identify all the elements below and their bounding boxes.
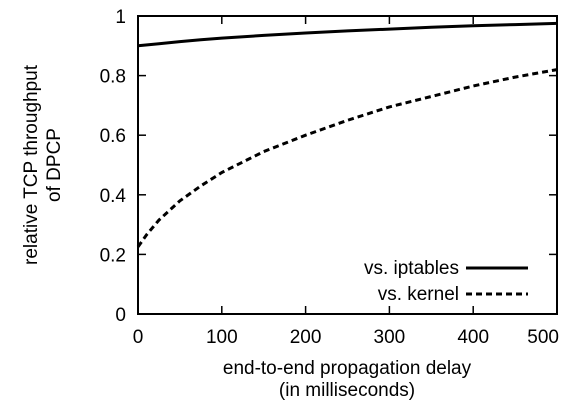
x-axis-label: end-to-end propagation delay(in millisec…: [223, 358, 472, 401]
y-axis-title: relative TCP throughput of DPCP: [21, 64, 65, 265]
x-tick-label: 400: [457, 327, 489, 348]
y-axis-title-line: relative TCP throughput: [21, 64, 42, 265]
x-tick-label: 200: [290, 327, 322, 348]
legend: vs. iptables vs. kernel: [364, 258, 528, 305]
x-tick-label: 300: [374, 327, 406, 348]
series-line-vs-kernel: [136, 68, 558, 248]
x-tick-label: 100: [206, 327, 238, 348]
y-tick-label: 0.6: [100, 126, 126, 147]
legend-label: vs. iptables: [364, 258, 459, 279]
tick-labels: 0 0.2 0.4 0.6 0.8 1 0 100 200 300 400 500: [100, 7, 559, 348]
x-tick-label: 0: [133, 327, 144, 348]
y-tick-label: 0.2: [100, 245, 126, 266]
y-tick-label: 1: [115, 7, 126, 28]
y-tick-label: 0.4: [100, 186, 127, 207]
series-line-vs-iptables: [137, 21, 558, 48]
y-axis-title-line: of DPCP: [44, 128, 65, 202]
y-tick-label: 0: [115, 305, 126, 326]
y-axis-label: relative TCP throughput of DPCP: [21, 64, 65, 265]
y-tick-label: 0.8: [100, 67, 126, 88]
plot-frame: [137, 15, 558, 315]
legend-label: vs. kernel: [378, 284, 459, 305]
series-lines: [136, 21, 558, 248]
x-axis-title-line: end-to-end propagation delay: [223, 358, 472, 379]
x-tick-label: 500: [527, 327, 559, 348]
x-axis-title-line: (in milliseconds): [279, 380, 415, 401]
